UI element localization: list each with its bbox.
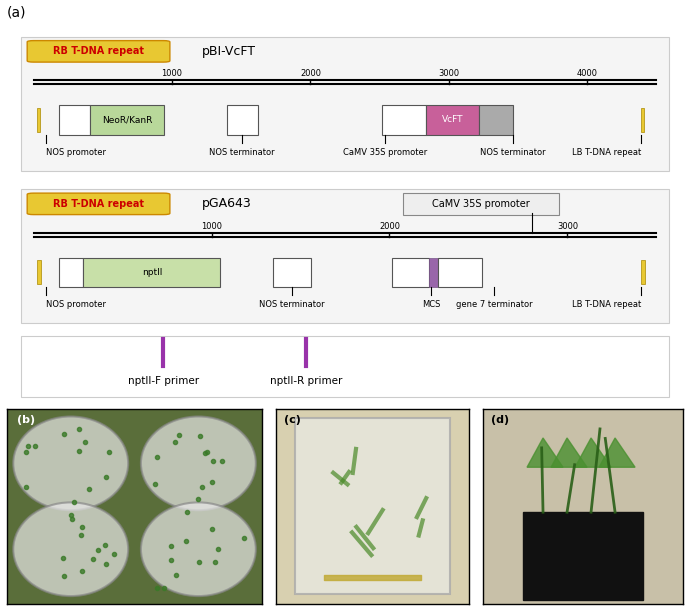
Polygon shape xyxy=(575,438,611,467)
Text: 1000: 1000 xyxy=(161,69,183,78)
Text: 3000: 3000 xyxy=(557,221,578,231)
Text: nptII-R primer: nptII-R primer xyxy=(270,376,342,386)
Text: LB T-DNA repeat: LB T-DNA repeat xyxy=(571,301,641,309)
Text: (a): (a) xyxy=(7,5,26,19)
Bar xyxy=(392,257,429,287)
Bar xyxy=(59,105,90,135)
Text: NOS promoter: NOS promoter xyxy=(46,301,106,309)
Text: nptII-F primer: nptII-F primer xyxy=(128,376,199,386)
Text: LB T-DNA repeat: LB T-DNA repeat xyxy=(571,148,641,157)
Text: nptII: nptII xyxy=(141,268,162,277)
Text: NOS promoter: NOS promoter xyxy=(46,148,106,157)
Bar xyxy=(426,105,479,135)
Bar xyxy=(227,105,258,135)
Bar xyxy=(429,257,438,287)
Text: (b): (b) xyxy=(17,415,35,425)
Text: 2000: 2000 xyxy=(300,69,321,78)
Bar xyxy=(295,418,450,594)
Text: (d): (d) xyxy=(491,415,509,425)
Bar xyxy=(641,260,645,284)
Ellipse shape xyxy=(141,417,256,510)
Bar xyxy=(479,105,513,135)
Text: pGA643: pGA643 xyxy=(202,198,252,210)
FancyBboxPatch shape xyxy=(27,193,170,215)
Text: 3000: 3000 xyxy=(438,69,460,78)
FancyBboxPatch shape xyxy=(27,41,170,62)
Bar xyxy=(273,257,310,287)
Ellipse shape xyxy=(13,417,128,510)
Bar xyxy=(438,257,482,287)
Bar xyxy=(37,260,41,284)
Bar xyxy=(523,512,643,600)
Polygon shape xyxy=(551,438,587,467)
Text: MCS: MCS xyxy=(422,301,440,309)
Ellipse shape xyxy=(13,503,128,596)
Text: RB T-DNA repeat: RB T-DNA repeat xyxy=(53,46,144,56)
Text: NOS terminator: NOS terminator xyxy=(210,148,275,157)
Text: VcFT: VcFT xyxy=(442,115,463,124)
Text: gene 7 terminator: gene 7 terminator xyxy=(456,301,533,309)
Bar xyxy=(382,105,426,135)
Bar xyxy=(83,257,221,287)
Text: CaMV 35S promoter: CaMV 35S promoter xyxy=(344,148,428,157)
Polygon shape xyxy=(599,438,635,467)
Text: 2000: 2000 xyxy=(379,221,400,231)
Polygon shape xyxy=(527,438,563,467)
FancyBboxPatch shape xyxy=(404,193,559,215)
Text: NOS terminator: NOS terminator xyxy=(259,301,325,309)
Bar xyxy=(90,105,164,135)
Text: RB T-DNA repeat: RB T-DNA repeat xyxy=(53,199,144,209)
Text: pBI-VcFT: pBI-VcFT xyxy=(202,45,256,58)
Bar xyxy=(59,257,83,287)
Text: NOS terminator: NOS terminator xyxy=(480,148,546,157)
Text: (c): (c) xyxy=(284,415,301,425)
Text: 4000: 4000 xyxy=(577,69,598,78)
Text: NeoR/KanR: NeoR/KanR xyxy=(102,115,152,124)
Text: CaMV 35S promoter: CaMV 35S promoter xyxy=(433,199,530,209)
Bar xyxy=(641,108,644,132)
Bar xyxy=(37,108,40,132)
Ellipse shape xyxy=(141,503,256,596)
Text: 1000: 1000 xyxy=(201,221,222,231)
